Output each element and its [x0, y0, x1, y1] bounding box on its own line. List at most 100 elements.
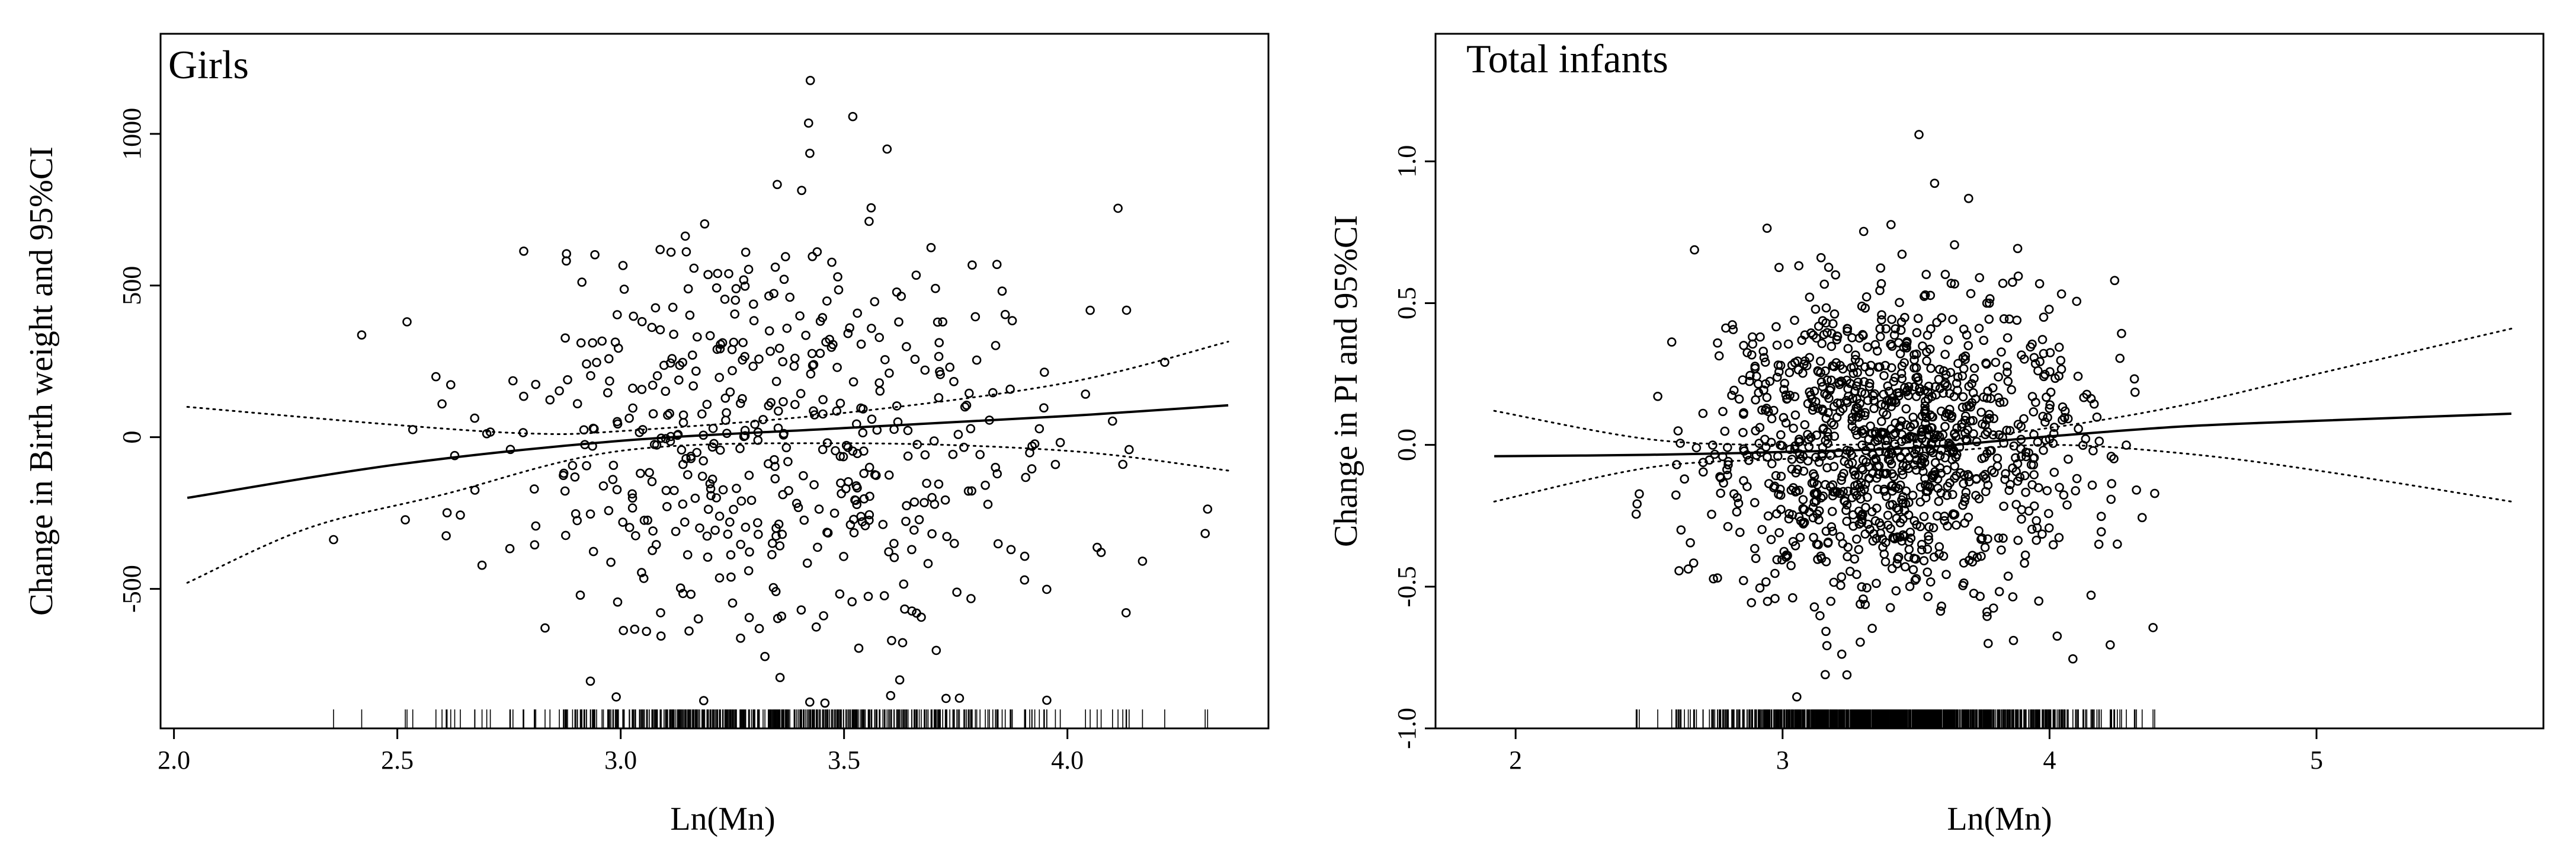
data-point — [2150, 488, 2160, 498]
data-point — [1770, 481, 1780, 491]
data-point — [1825, 482, 1835, 492]
data-point — [604, 354, 614, 364]
data-point — [1959, 558, 1969, 568]
data-point — [1789, 423, 1798, 433]
data-point — [508, 376, 518, 386]
data-point — [668, 302, 678, 312]
data-point — [1962, 402, 1972, 411]
data-point — [1766, 535, 1776, 545]
y-tick-label: 500 — [117, 266, 146, 305]
data-point — [903, 451, 913, 461]
data-point — [1885, 456, 1895, 465]
data-point — [771, 376, 781, 386]
data-point — [1779, 385, 1789, 395]
data-point — [845, 323, 854, 333]
data-point — [860, 521, 870, 530]
data-point — [1776, 360, 1786, 370]
data-point — [910, 354, 920, 364]
data-point — [1843, 384, 1853, 394]
point-layer — [1631, 130, 2160, 702]
data-point — [2034, 279, 2045, 289]
data-point — [856, 403, 866, 413]
data-point — [1855, 482, 1864, 493]
data-point — [2132, 485, 2141, 495]
data-point — [1891, 428, 1900, 438]
data-point — [1827, 418, 1837, 428]
data-point — [1928, 523, 1939, 533]
plot-frame — [1434, 33, 2545, 730]
data-point — [1841, 506, 1851, 516]
data-point — [2072, 296, 2081, 306]
data-point — [1738, 427, 1748, 437]
data-point — [1750, 543, 1760, 554]
data-point — [1754, 439, 1764, 448]
data-point — [1831, 270, 1840, 280]
data-point — [700, 219, 710, 229]
data-point — [1874, 461, 1884, 471]
data-point — [678, 357, 687, 367]
data-point — [809, 406, 818, 416]
data-point — [777, 529, 787, 539]
data-point — [613, 597, 623, 607]
data-point — [1926, 324, 1936, 334]
data-point — [1787, 360, 1797, 370]
data-point — [1674, 566, 1684, 575]
x-tick-label: 2.5 — [381, 746, 414, 775]
data-point — [688, 381, 698, 391]
data-point — [1982, 607, 1992, 617]
data-point — [1872, 346, 1882, 356]
data-point — [666, 247, 676, 257]
data-point — [1747, 598, 1756, 607]
chart-panel-girls: Girls Ln(Mn) Change in Birth weight and … — [23, 33, 1270, 837]
data-point — [949, 376, 959, 386]
data-point — [1885, 603, 1895, 613]
data-point — [1836, 580, 1846, 590]
data-point — [2004, 485, 2014, 495]
data-point — [929, 436, 939, 446]
data-point — [1977, 453, 1987, 463]
data-point — [1827, 522, 1837, 532]
data-point — [864, 216, 874, 226]
data-point — [562, 256, 571, 266]
data-point — [661, 386, 671, 396]
data-point — [1734, 498, 1744, 509]
data-point — [1811, 304, 1821, 314]
data-point — [482, 428, 492, 439]
data-point — [778, 396, 788, 407]
data-point — [1914, 130, 1924, 139]
data-point — [648, 526, 658, 536]
data-point — [1937, 313, 1947, 323]
data-point — [1940, 516, 1949, 526]
data-point — [1828, 491, 1838, 501]
data-point — [790, 399, 800, 410]
data-point — [585, 676, 595, 686]
data-point — [887, 636, 896, 645]
data-point — [1905, 581, 1915, 591]
data-point — [1992, 453, 2003, 463]
data-point — [1739, 575, 1748, 586]
data-point — [2055, 482, 2064, 493]
data-point — [1959, 364, 1969, 373]
data-point — [2003, 333, 2013, 343]
data-point — [477, 560, 487, 570]
data-point — [1021, 472, 1030, 482]
data-point — [1751, 395, 1760, 405]
data-point — [1889, 376, 1899, 386]
data-point — [740, 431, 750, 441]
data-point — [1856, 511, 1866, 521]
x-tick-label: 2 — [1509, 746, 1522, 775]
data-point — [1988, 430, 1998, 440]
data-point — [707, 442, 717, 452]
data-point — [613, 419, 623, 429]
data-point — [2045, 404, 2055, 414]
data-point — [1909, 363, 1919, 373]
data-point — [1790, 410, 1800, 420]
data-point — [797, 186, 806, 196]
data-point — [1887, 469, 1897, 479]
data-point — [1933, 474, 1943, 484]
data-point — [1673, 426, 1683, 436]
data-point — [981, 480, 990, 490]
data-point — [875, 386, 885, 396]
data-point — [870, 470, 880, 479]
data-point — [545, 395, 555, 405]
